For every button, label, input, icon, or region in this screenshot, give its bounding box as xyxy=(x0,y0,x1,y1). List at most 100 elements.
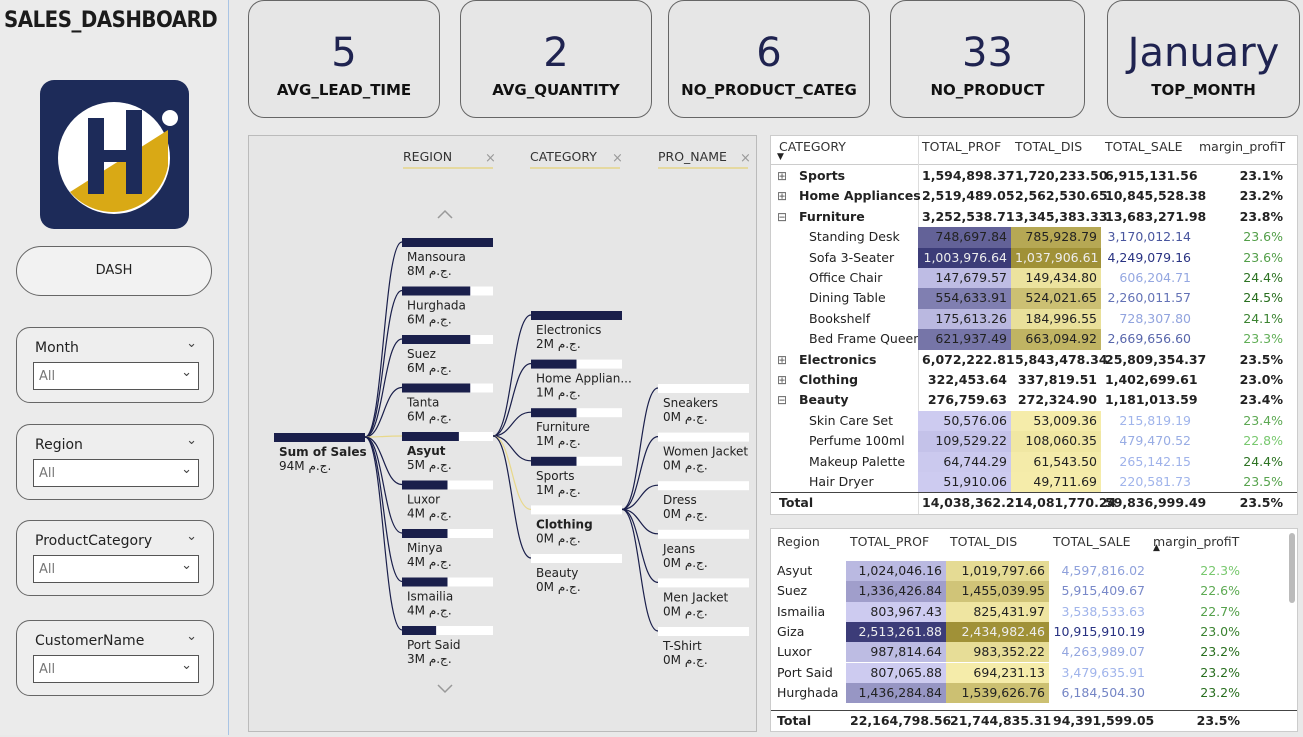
connector xyxy=(364,386,403,438)
table-cell: 23.4% xyxy=(1243,412,1283,428)
row-toggle[interactable]: ⊞ xyxy=(777,352,788,367)
table-cell: 1,402,699.61 xyxy=(1105,372,1198,387)
slicer-value[interactable]: All xyxy=(39,562,56,577)
slicer-value[interactable]: All xyxy=(39,369,56,384)
node-value: 0M ج.م. xyxy=(663,410,708,424)
slicer-chevron[interactable]: ⌄ xyxy=(186,629,197,644)
column-header: TOTAL_PROF xyxy=(850,534,930,549)
slicer[interactable]: Region ⌄ All ⌄ xyxy=(16,424,214,500)
slicer[interactable]: Month ⌄ All ⌄ xyxy=(16,327,214,403)
node-value: 4M ج.م. xyxy=(407,555,452,569)
node-value: 6M ج.م. xyxy=(407,313,452,327)
table-cell: Beauty xyxy=(799,392,849,408)
table-cell: 983,352.22 xyxy=(946,642,1049,663)
node-name: Tanta xyxy=(406,396,439,410)
slicer-chevron[interactable]: ⌄ xyxy=(186,433,197,448)
dropdown-chevron[interactable]: ⌄ xyxy=(181,462,192,477)
row-toggle[interactable]: ⊞ xyxy=(777,373,788,387)
table-cell: 23.2% xyxy=(1200,664,1240,680)
dropdown-chevron[interactable]: ⌄ xyxy=(181,658,192,673)
table-cell: 22.8% xyxy=(1243,433,1283,449)
slicer-dropdown[interactable]: All ⌄ xyxy=(33,555,199,583)
slicer-dropdown[interactable]: All ⌄ xyxy=(33,655,199,683)
table-cell: 23.6% xyxy=(1243,229,1283,245)
node-value: 4M ج.م. xyxy=(407,604,452,618)
slicer-value[interactable]: All xyxy=(39,466,56,481)
table-cell: 220,581.73 xyxy=(1119,474,1191,489)
slicer-dropdown[interactable]: All ⌄ xyxy=(33,459,199,487)
dash-button[interactable]: DASH xyxy=(16,246,212,296)
table-cell: 322,453.64 xyxy=(927,372,1007,387)
slicer[interactable]: ProductCategory ⌄ All ⌄ xyxy=(16,520,214,596)
node-value: 0M ج.م. xyxy=(663,604,708,618)
row-toggle[interactable]: ⊞ xyxy=(777,189,788,204)
node-value: 5M ج.م. xyxy=(407,458,452,472)
node-name: Clothing xyxy=(536,517,593,531)
table-cell: 23.2% xyxy=(1200,684,1240,700)
slicer-value[interactable]: All xyxy=(39,662,56,677)
table-cell: Hurghada xyxy=(777,684,839,700)
column-header: Region xyxy=(777,534,820,549)
node-name: Home Applian... xyxy=(536,372,632,386)
table-cell: 23.8% xyxy=(1239,208,1283,224)
row-toggle[interactable]: ⊟ xyxy=(777,209,788,224)
chevron-up xyxy=(437,209,453,219)
kpi-value: 2 xyxy=(543,30,569,76)
node-value: 6M ج.م. xyxy=(407,410,452,424)
node-bar xyxy=(402,383,471,393)
table-cell: 4,263,989.07 xyxy=(1061,644,1146,660)
dropdown-chevron[interactable]: ⌄ xyxy=(181,558,192,573)
connector xyxy=(364,338,403,438)
total-cell: 14,038,362.21 xyxy=(922,495,1024,510)
kpi-card: 33 NO_PRODUCT xyxy=(890,0,1085,118)
table-cell: 25,809,354.37 xyxy=(1105,351,1207,367)
row-toggle[interactable]: ⊟ xyxy=(777,393,788,408)
node-name: Asyut xyxy=(407,444,446,458)
table-cell: 64,744.29 xyxy=(918,451,1011,472)
node-bar-track xyxy=(658,432,749,442)
node-value: 6M ج.م. xyxy=(407,361,452,375)
table-cell: Sports xyxy=(799,168,846,183)
dash-button-label[interactable]: DASH xyxy=(95,263,133,278)
table-cell: 621,937.49 xyxy=(918,329,1011,350)
row-toggle[interactable]: ⊞ xyxy=(777,169,788,183)
node-value: 0M ج.م. xyxy=(536,580,581,594)
table-cell: Skin Care Set xyxy=(809,412,893,428)
kpi-label: AVG_QUANTITY xyxy=(492,81,620,99)
slicer-chevron[interactable]: ⌄ xyxy=(186,529,197,544)
table-cell: 265,142.15 xyxy=(1119,453,1191,469)
table-cell: 13,683,271.98 xyxy=(1105,208,1207,224)
node-bar xyxy=(402,529,448,538)
table-cell: Furniture xyxy=(799,208,865,224)
table-cell: 24.4% xyxy=(1243,453,1283,469)
node-name: Sneakers xyxy=(663,396,718,410)
node-bar xyxy=(402,432,459,441)
table-cell: 1,003,976.64 xyxy=(918,247,1011,268)
dropdown-chevron[interactable]: ⌄ xyxy=(181,365,192,380)
table-cell: 1,037,906.61 xyxy=(1011,247,1101,268)
total-cell: Total xyxy=(777,713,812,728)
table-cell: 6,915,131.56 xyxy=(1105,168,1198,183)
level-header: REGION xyxy=(403,149,452,164)
node-value: 0M ج.م. xyxy=(663,459,708,473)
table-cell: 24.1% xyxy=(1243,310,1283,326)
table-cell: 3,252,538.71 xyxy=(922,208,1015,224)
scrollbar xyxy=(1289,533,1295,603)
node-bar xyxy=(531,311,622,320)
node-value: 2M ج.م. xyxy=(536,337,581,351)
node-value: 8M ج.م. xyxy=(407,264,452,278)
node-name: Men Jacket xyxy=(663,590,729,604)
node-name: Women Jacket xyxy=(663,445,748,459)
node-bar-track xyxy=(531,505,622,515)
slicer-dropdown[interactable]: All ⌄ xyxy=(33,362,199,390)
node-name: Hurghada xyxy=(407,299,466,313)
total-separator xyxy=(771,492,1297,493)
table-cell: 51,910.06 xyxy=(918,472,1011,493)
decomposition-tree-panel: REGION × CATEGORY × PRO_NAME × Sum of Sales 94M… xyxy=(248,135,757,732)
table-cell: 785,928.79 xyxy=(1011,227,1101,248)
kpi-card: 5 AVG_LEAD_TIME xyxy=(248,0,440,118)
slicer[interactable]: CustomerName ⌄ All ⌄ xyxy=(16,620,214,696)
slicer-chevron[interactable]: ⌄ xyxy=(186,336,197,351)
node-bar-track xyxy=(531,554,622,563)
node-bar xyxy=(402,626,437,635)
